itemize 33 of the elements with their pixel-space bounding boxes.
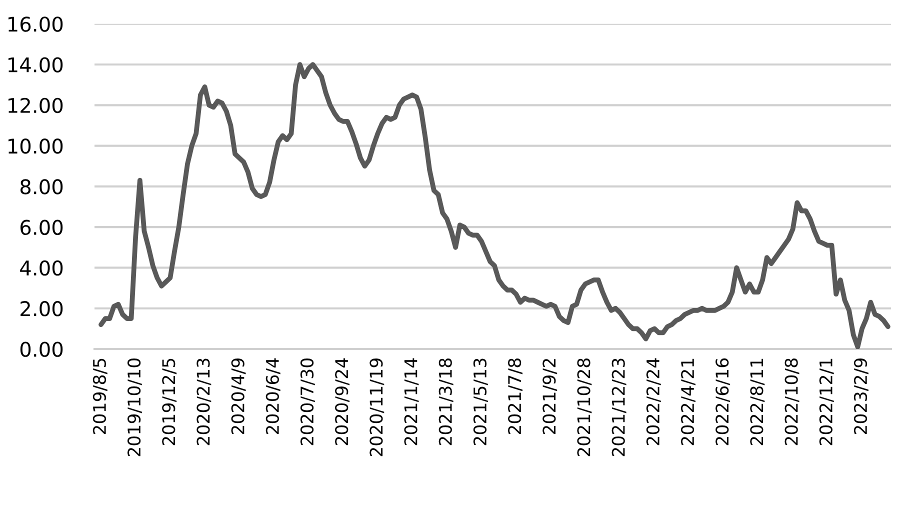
x-tick-label: 2022/4/21: [680, 358, 696, 446]
x-tick-label: 2022/12/1: [819, 358, 834, 446]
x-tick-label: 2020/11/19: [370, 358, 384, 456]
x-tick-label: 2021/1/14: [404, 358, 419, 446]
y-tick-label: 2.00: [20, 301, 63, 316]
y-tick-label: 0.00: [20, 342, 63, 357]
x-tick-label: 2020/4/9: [231, 358, 246, 434]
x-tick-label: 2019/10/10: [127, 358, 142, 456]
y-tick-label: 6.00: [20, 220, 63, 236]
y-tick-label: 16.00: [8, 16, 63, 32]
x-tick-label: 2022/6/16: [716, 358, 730, 446]
x-tick-label: 2019/12/5: [162, 358, 177, 446]
line-series: [98, 62, 890, 349]
x-tick-label: 2020/2/13: [196, 358, 212, 446]
y-tick-label: 12.00: [8, 98, 63, 114]
x-tick-label: 2022/10/8: [784, 358, 800, 446]
y-tick-label: 8.00: [20, 179, 63, 194]
x-tick-label: 2022/8/11: [750, 358, 765, 446]
x-tick-label: 2021/7/8: [508, 358, 522, 434]
x-tick-label: 2022/2/24: [646, 358, 661, 446]
x-tick-label: 2020/9/24: [335, 358, 350, 446]
x-tick-label: 2021/3/18: [438, 358, 454, 446]
x-tick-label: 2020/7/30: [300, 358, 315, 446]
x-tick-label: 2023/2/9: [854, 358, 868, 434]
x-tick-label: 2021/12/23: [612, 358, 626, 456]
y-tick-label: 4.00: [20, 260, 63, 276]
x-tick-label: 2021/9/2: [542, 359, 558, 434]
y-tick-label: 14.00: [8, 57, 63, 72]
x-tick-label: 2021/10/28: [577, 358, 592, 456]
x-tick-label: 2020/6/4: [266, 358, 280, 434]
x-tick-label: 2021/5/13: [473, 358, 488, 446]
x-tick-label: 2019/8/5: [92, 358, 108, 434]
y-tick-label: 10.00: [8, 138, 63, 154]
